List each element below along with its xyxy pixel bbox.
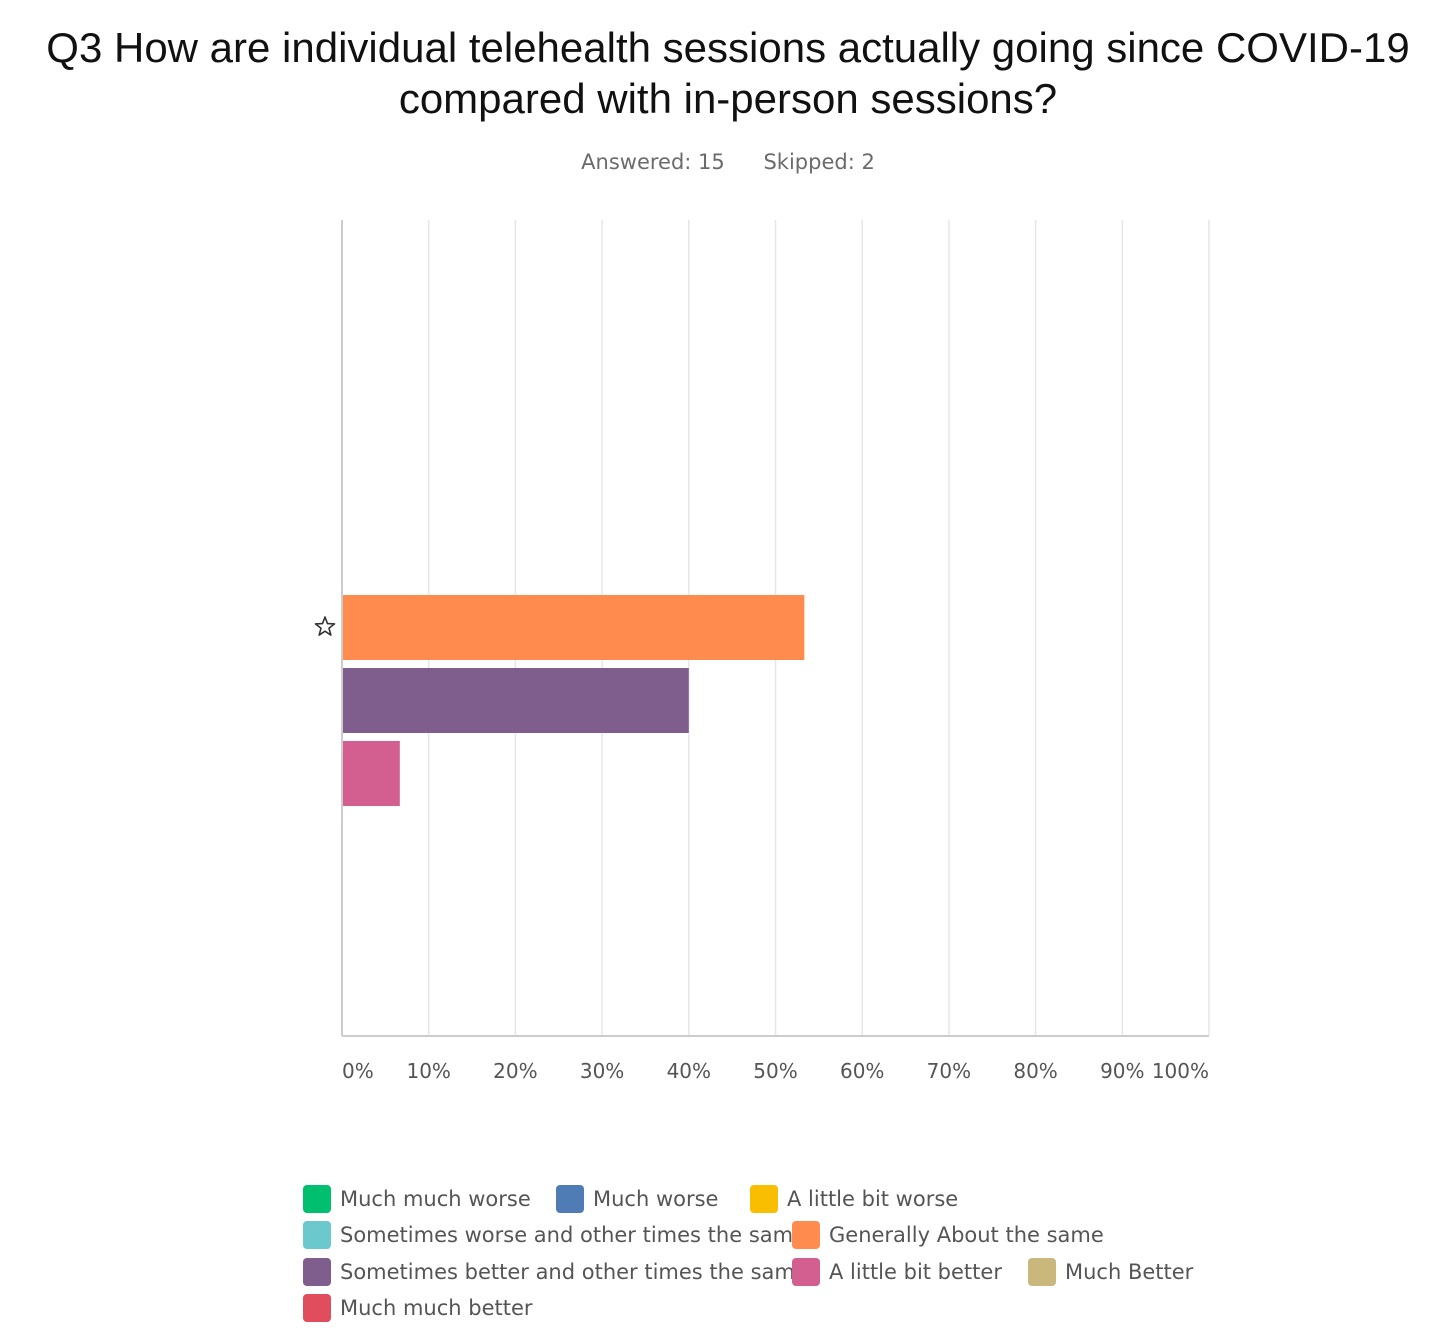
legend-item: Much Better: [1028, 1257, 1193, 1287]
x-tick-label: 20%: [493, 1059, 537, 1083]
x-tick-label: 60%: [840, 1059, 884, 1083]
legend-label: A little bit worse: [787, 1187, 959, 1211]
legend-item: Much worse: [556, 1184, 718, 1214]
legend-item: Sometimes worse and other times the same: [303, 1220, 806, 1250]
x-tick-label: 10%: [406, 1059, 450, 1083]
legend-label: Sometimes worse and other times the same: [340, 1223, 806, 1247]
legend-swatch: [750, 1185, 778, 1213]
legend-swatch: [792, 1221, 820, 1249]
legend-swatch: [303, 1258, 331, 1286]
legend-item: Sometimes better and other times the sam…: [303, 1257, 808, 1287]
legend-item: Much much better: [303, 1293, 533, 1323]
star-outline-icon: [314, 616, 336, 636]
x-tick-label: 0%: [342, 1059, 374, 1083]
x-tick-label: 90%: [1100, 1059, 1144, 1083]
legend-label: Much much better: [340, 1296, 533, 1320]
chart-title-line-2: compared with in-person sessions?: [398, 75, 1058, 122]
x-tick-label: 40%: [667, 1059, 711, 1083]
bar: [343, 668, 689, 733]
x-tick-label: 100%: [1152, 1059, 1209, 1083]
legend-swatch: [792, 1258, 820, 1286]
x-tick-label: 80%: [1013, 1059, 1057, 1083]
chart-title-line-1: Q3 How are individual telehealth session…: [46, 24, 1410, 71]
legend-label: A little bit better: [829, 1260, 1002, 1284]
legend-swatch: [1028, 1258, 1056, 1286]
legend-label: Generally About the same: [829, 1223, 1104, 1247]
legend-swatch: [303, 1185, 331, 1213]
legend-label: Much Better: [1065, 1260, 1194, 1284]
bar: [343, 595, 805, 660]
response-stats: Answered: 15 Skipped: 2: [0, 150, 1456, 174]
legend-item: A little bit worse: [750, 1184, 958, 1214]
legend-item: A little bit better: [792, 1257, 1002, 1287]
skipped-count: Skipped: 2: [763, 150, 875, 174]
legend-label: Sometimes better and other times the sam…: [340, 1260, 808, 1284]
legend-swatch: [556, 1185, 584, 1213]
legend-label: Much much worse: [340, 1187, 531, 1211]
x-tick-label: 70%: [927, 1059, 971, 1083]
legend-swatch: [303, 1294, 331, 1322]
x-tick-label: 30%: [580, 1059, 624, 1083]
x-tick-label: 50%: [753, 1059, 797, 1083]
chart-title: Q3 How are individual telehealth session…: [20, 22, 1436, 124]
legend-label: Much worse: [593, 1187, 719, 1211]
answered-count: Answered: 15: [581, 150, 725, 174]
legend-item: Much much worse: [303, 1184, 531, 1214]
bar: [343, 741, 400, 806]
legend-item: Generally About the same: [792, 1220, 1104, 1250]
legend-swatch: [303, 1221, 331, 1249]
